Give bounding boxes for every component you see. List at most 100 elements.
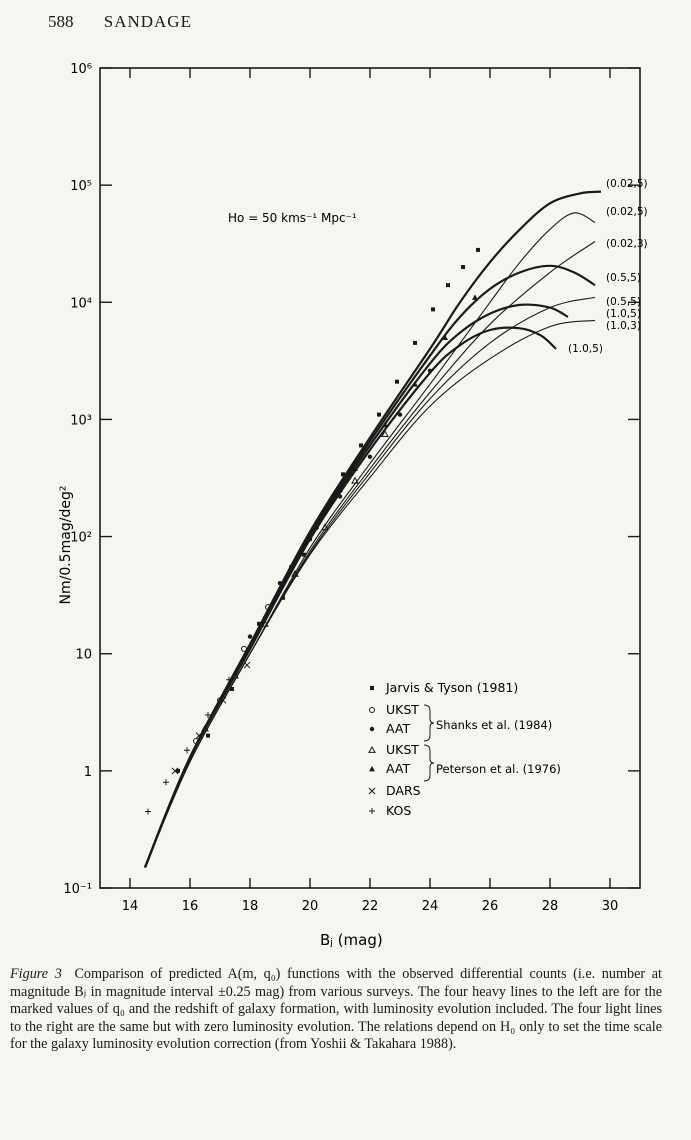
data-point-square <box>281 595 285 600</box>
model-curve-heavy <box>143 303 569 868</box>
figure-caption: Figure 3 Comparison of predicted A(m, q₀… <box>10 966 662 1054</box>
curve-label: (0.02,3) <box>606 238 648 250</box>
legend-marker-open-triangle <box>368 745 376 753</box>
data-point-square <box>176 768 180 773</box>
y-tick-label: 1 <box>84 765 92 780</box>
data-point-plus <box>184 747 190 754</box>
y-tick-label: 10⁵ <box>70 179 92 194</box>
data-point-open-triangle <box>381 430 389 437</box>
data-point-square <box>206 733 210 738</box>
legend-marker-square <box>370 686 374 690</box>
legend-label: AAT <box>386 721 410 736</box>
x-tick-label: 24 <box>422 899 439 914</box>
data-point-triangle <box>412 381 418 387</box>
data-point-square <box>257 621 261 626</box>
data-point-square <box>323 507 327 512</box>
y-tick-label: 10 <box>75 648 92 663</box>
x-tick-label: 26 <box>482 899 499 914</box>
data-point-open-circle <box>265 604 271 611</box>
data-point-square <box>413 340 417 345</box>
legend-label: UKST <box>386 742 419 757</box>
data-point-square <box>446 283 450 288</box>
x-tick-label: 20 <box>302 899 319 914</box>
data-point-square <box>377 412 381 417</box>
model-curve-heavy <box>143 264 596 868</box>
legend-group-label: Shanks et al. (1984) <box>436 718 552 732</box>
data-point-square <box>461 265 465 270</box>
data-point-dot <box>337 494 343 499</box>
number-counts-chart: 10⁻¹ 1 10 10² 10³ 10⁴ 10⁵ 10⁶ 14 16 18 20 22 24 26 28 3… <box>58 62 648 949</box>
legend-marker-plus <box>369 808 375 814</box>
data-point-cross <box>219 696 227 704</box>
data-point-dot <box>277 580 283 586</box>
model-curve-heavy <box>143 326 557 868</box>
data-point-square <box>230 686 234 691</box>
caption-lead: Figure 3 <box>10 966 62 982</box>
curve-label: (0.5,5) <box>606 296 641 308</box>
data-point-plus <box>145 808 151 815</box>
data-point-open-triangle <box>291 569 299 577</box>
curve-label: (0.02,5) <box>606 178 648 190</box>
y-tick-label: 10² <box>70 531 92 546</box>
page-number: 588 <box>48 12 74 31</box>
data-point-plus <box>205 711 211 718</box>
legend-marker-open-circle <box>369 707 375 713</box>
data-point-plus <box>163 779 169 786</box>
data-point-open-triangle <box>201 724 209 732</box>
data-point-cross <box>195 732 203 739</box>
legend: Jarvis & Tyson (1981) UKST AAT UKST AAT DARS K… <box>368 680 561 818</box>
curve-label: (0.02,5) <box>606 206 648 218</box>
x-axis-label: Bⱼ (mag) <box>320 931 383 949</box>
y-tick-label: 10³ <box>70 413 92 428</box>
data-point-dot <box>307 536 313 542</box>
data-point-open-circle <box>313 524 319 531</box>
data-point-open-triangle <box>321 523 329 531</box>
data-point-square <box>359 443 363 448</box>
data-point-dot <box>247 634 253 639</box>
data-point-cross <box>243 661 251 669</box>
data-point-dot <box>397 412 403 417</box>
y-axis-label: Nm/0.5mag/deg² <box>58 486 74 605</box>
data-point-open-circle <box>289 563 295 570</box>
annotation-h0: Ho = 50 kms⁻¹ Mpc⁻¹ <box>228 211 357 225</box>
x-tick-label: 18 <box>242 899 259 914</box>
running-head: SANDAGE <box>103 12 192 31</box>
curve-label: (1.0,3) <box>606 320 641 332</box>
legend-label: KOS <box>386 803 411 818</box>
caption-text: Comparison of predicted A(m, q₀) functio… <box>10 966 662 1053</box>
legend-label: DARS <box>386 783 421 798</box>
legend-marker-cross <box>368 787 376 795</box>
data-point-open-circle <box>337 486 343 493</box>
data-point-dot <box>427 368 433 374</box>
page-header: 588 SANDAGE <box>48 12 192 32</box>
data-point-square <box>302 552 306 557</box>
legend-label: AAT <box>386 761 410 776</box>
x-tick-label: 16 <box>182 899 199 914</box>
curve-label-inner: (1.0,5) <box>568 343 603 355</box>
data-point-open-triangle <box>231 671 239 679</box>
data-point-open-circle <box>241 645 247 652</box>
legend-brace <box>423 704 435 742</box>
data-point-open-triangle <box>261 619 269 627</box>
data-point-dot <box>367 454 373 459</box>
legend-brace <box>423 744 435 782</box>
legend-group-label: Peterson et al. (1976) <box>436 762 561 776</box>
data-point-plus <box>226 676 232 683</box>
data-point-square <box>341 472 345 477</box>
data-point-square <box>431 307 435 312</box>
x-tick-label: 30 <box>602 899 619 914</box>
x-tick-label: 22 <box>362 899 379 914</box>
data-point-triangle <box>442 334 448 340</box>
data-point-triangle <box>382 421 388 428</box>
legend-marker-triangle <box>369 766 375 772</box>
data-point-square <box>476 247 480 252</box>
y-tick-label: 10⁻¹ <box>63 882 92 897</box>
data-point-triangle <box>352 465 358 472</box>
legend-label: Jarvis & Tyson (1981) <box>385 680 518 695</box>
curve-label: (1.0,5) <box>606 308 641 320</box>
x-tick-label: 28 <box>542 899 559 914</box>
model-curve-light <box>144 319 596 868</box>
data-point-cross <box>171 767 179 775</box>
data-point-open-triangle <box>351 476 359 484</box>
legend-marker-dot <box>369 726 375 732</box>
